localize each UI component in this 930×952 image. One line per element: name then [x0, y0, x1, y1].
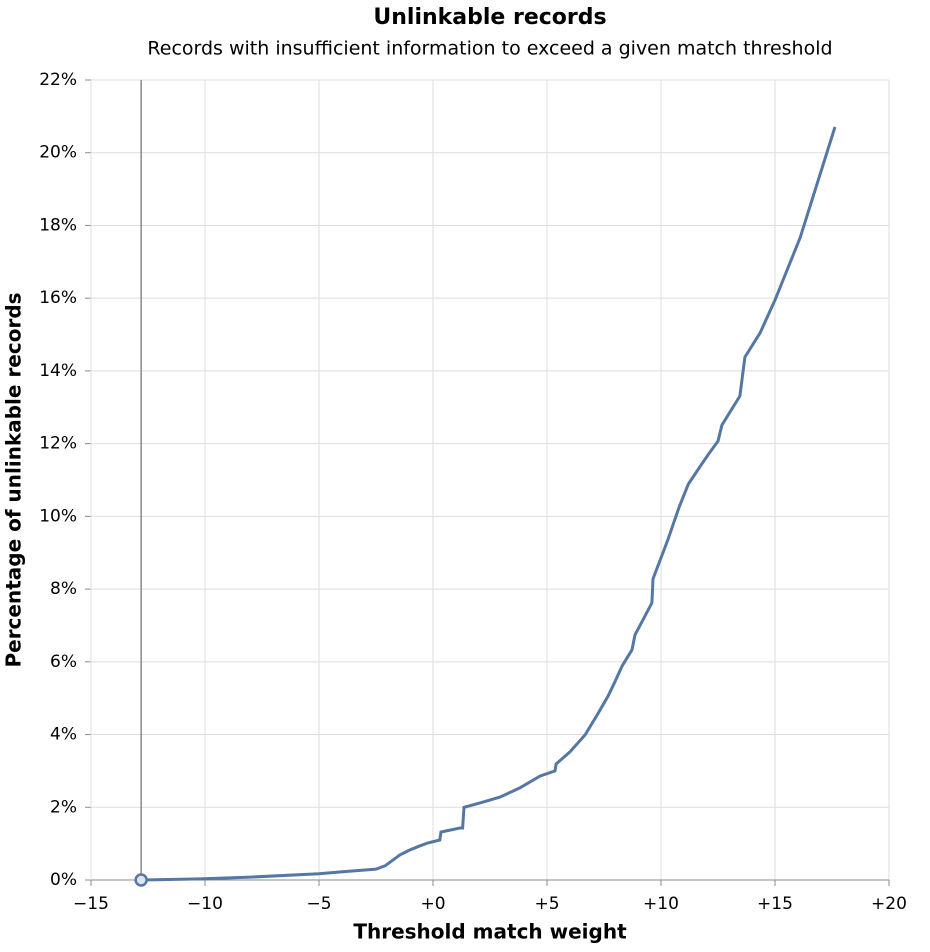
- y-tick-label: 20%: [39, 143, 77, 163]
- x-tick-label: +15: [757, 894, 793, 914]
- y-tick-label: 22%: [39, 70, 77, 90]
- chart-title: Unlinkable records: [373, 5, 606, 30]
- y-tick-label: 18%: [39, 215, 77, 235]
- y-tick-label: 4%: [50, 725, 77, 745]
- x-tick-label: −5: [306, 894, 331, 914]
- y-tick-label: 2%: [50, 797, 77, 817]
- x-tick-label: +20: [871, 894, 907, 914]
- threshold-point: [134, 873, 148, 887]
- x-tick-label: +5: [534, 894, 559, 914]
- y-tick-label: 14%: [39, 361, 77, 381]
- data-line: [142, 126, 837, 882]
- x-axis-title: Threshold match weight: [353, 920, 627, 944]
- x-tick-label: −15: [73, 894, 109, 914]
- x-tick-label: +10: [643, 894, 679, 914]
- chart-subtitle: Records with insufficient information to…: [147, 38, 832, 60]
- y-tick-label: 8%: [50, 579, 77, 599]
- y-tick-label: 16%: [39, 288, 77, 308]
- x-tick-label: +0: [420, 894, 445, 914]
- y-tick-label: 10%: [39, 506, 77, 526]
- x-tick-label: −10: [187, 894, 223, 914]
- y-tick-label: 6%: [50, 652, 77, 672]
- y-tick-label: 12%: [39, 434, 77, 454]
- y-axis-title: Percentage of unlinkable records: [2, 292, 26, 667]
- y-tick-label: 0%: [50, 870, 77, 890]
